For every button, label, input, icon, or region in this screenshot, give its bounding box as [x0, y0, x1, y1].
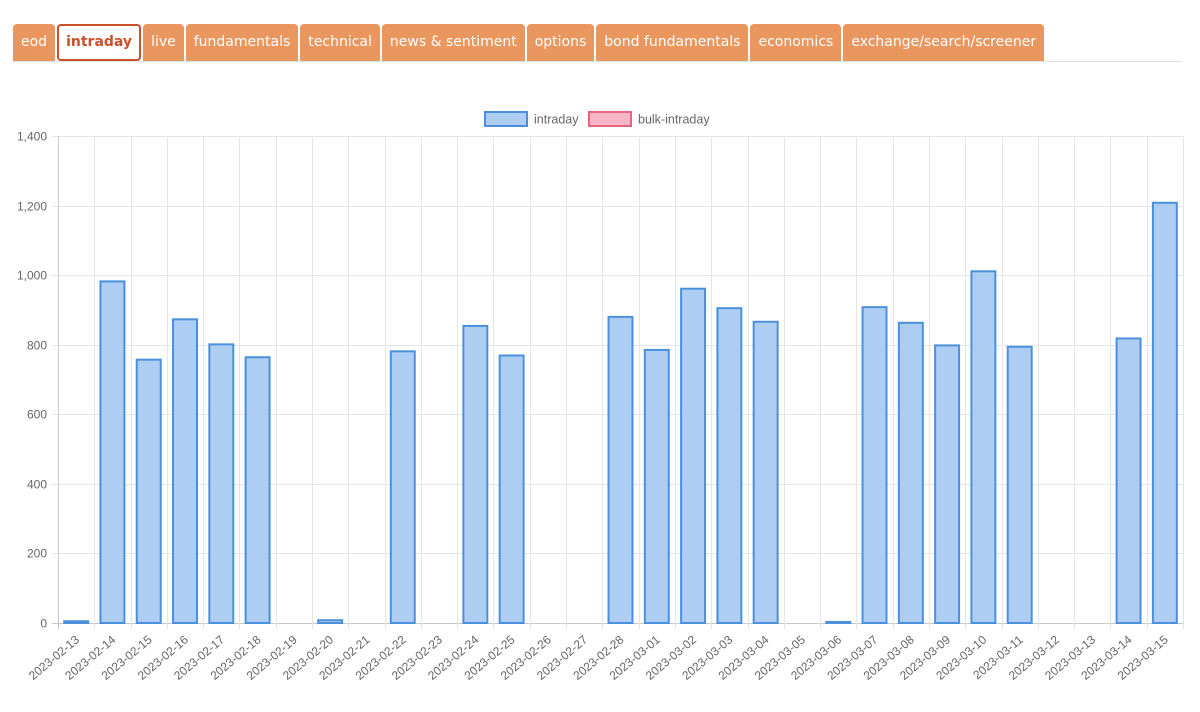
tab-news-sentiment[interactable]: news & sentiment — [381, 24, 525, 61]
tab-economics[interactable]: economics — [750, 24, 842, 61]
legend-bulk-intraday-label: bulk-intraday — [638, 113, 710, 127]
tab-exchange-search-screener[interactable]: exchange/search/screener — [843, 24, 1045, 61]
bar-intraday — [897, 321, 924, 624]
tab-technical[interactable]: technical — [300, 24, 380, 61]
bar-intraday — [172, 318, 198, 624]
bar-intraday — [317, 619, 344, 625]
bar-intraday — [244, 356, 271, 624]
bar-intraday — [861, 306, 888, 624]
y-tick-label: 800 — [27, 339, 47, 353]
y-tick-label: 1,000 — [17, 269, 47, 283]
bar-intraday — [607, 315, 634, 624]
bar-intraday — [389, 350, 416, 624]
bar-intraday — [643, 348, 670, 624]
bar-intraday — [135, 358, 162, 624]
bar-intraday — [716, 307, 743, 624]
bar-intraday — [462, 324, 489, 624]
bar-intraday — [63, 620, 90, 625]
bar-intraday — [1006, 345, 1033, 624]
tab-fundamentals[interactable]: fundamentals — [185, 24, 299, 61]
legend-intraday-label: intraday — [534, 113, 579, 127]
legend-intraday-swatch — [484, 111, 528, 127]
tab-intraday[interactable]: intraday — [57, 24, 142, 61]
y-tick-label: 400 — [27, 478, 47, 492]
tab-bond-fundamentals[interactable]: bond fundamentals — [596, 24, 749, 61]
y-tick-label: 200 — [27, 547, 47, 561]
y-tick-label: 1,400 — [17, 130, 47, 144]
bar-intraday — [970, 270, 997, 624]
bar-intraday — [208, 343, 235, 624]
bar-intraday — [1115, 337, 1142, 624]
tab-live[interactable]: live — [143, 24, 184, 61]
y-tick-label: 600 — [27, 408, 47, 422]
bar-intraday — [1151, 201, 1178, 624]
bar-intraday — [752, 320, 779, 624]
bar-intraday — [498, 354, 525, 624]
bar-intraday — [680, 287, 707, 624]
legend-bulk-intraday-swatch — [588, 111, 632, 127]
y-tick-label: 0 — [40, 617, 47, 631]
tab-bar: eod intraday live fundamentals technical news… — [13, 24, 1182, 62]
y-tick-label: 1,200 — [17, 200, 47, 214]
bar-intraday — [99, 280, 126, 624]
tab-options[interactable]: options — [526, 24, 595, 61]
bar-intraday — [825, 620, 852, 624]
bar-intraday — [934, 344, 961, 624]
tab-eod[interactable]: eod — [13, 24, 56, 61]
